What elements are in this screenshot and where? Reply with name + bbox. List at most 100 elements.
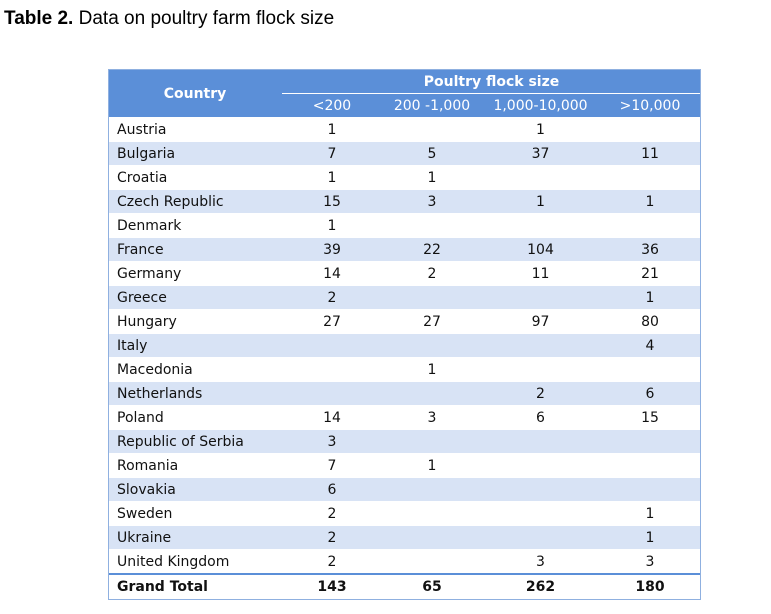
value-cell	[482, 213, 599, 238]
value-cell: 7	[282, 141, 382, 166]
value-cell: 97	[482, 309, 599, 334]
column-header: 200 -1,000	[382, 93, 482, 118]
table-row: Croatia 1 1	[108, 165, 701, 190]
value-cell: 14	[282, 261, 382, 286]
value-cell: 1	[599, 189, 701, 214]
value-cell: 2	[282, 501, 382, 526]
value-cell: 1	[599, 285, 701, 310]
country-cell: Germany	[108, 261, 282, 286]
value-cell	[482, 525, 599, 550]
table-header: Country Poultry flock size <200 200 -1,0…	[108, 69, 701, 118]
value-cell: 1	[382, 357, 482, 382]
value-cell: 1	[599, 501, 701, 526]
value-cell: 7	[282, 453, 382, 478]
value-cell: 3	[482, 549, 599, 574]
grand-total-row: Grand Total 143 65 262 180	[108, 573, 701, 598]
value-cell	[482, 477, 599, 502]
flock-size-table: Country Poultry flock size <200 200 -1,0…	[108, 69, 701, 598]
country-cell: United Kingdom	[108, 549, 282, 574]
flock-size-group-header: Poultry flock size	[282, 69, 701, 94]
value-cell	[482, 501, 599, 526]
value-cell	[382, 117, 482, 142]
value-cell: 36	[599, 237, 701, 262]
table-row: Republic of Serbia 3	[108, 429, 701, 454]
grand-total-label: Grand Total	[108, 573, 282, 598]
country-cell: Romania	[108, 453, 282, 478]
country-cell: France	[108, 237, 282, 262]
table-row: Greece 2 1	[108, 285, 701, 310]
value-cell	[282, 333, 382, 358]
value-cell	[482, 285, 599, 310]
table-row: Netherlands 2 6	[108, 381, 701, 406]
country-cell: Italy	[108, 333, 282, 358]
value-cell	[599, 165, 701, 190]
value-cell	[482, 453, 599, 478]
value-cell	[382, 333, 482, 358]
table-row: Romania 7 1	[108, 453, 701, 478]
value-cell	[482, 429, 599, 454]
value-cell: 6	[482, 405, 599, 430]
country-cell: Hungary	[108, 309, 282, 334]
value-cell	[282, 357, 382, 382]
value-cell	[599, 453, 701, 478]
value-cell: 11	[482, 261, 599, 286]
country-cell: Ukraine	[108, 525, 282, 550]
country-cell: Czech Republic	[108, 189, 282, 214]
country-cell: Bulgaria	[108, 141, 282, 166]
value-cell: 5	[382, 141, 482, 166]
table-row: Austria 1 1	[108, 117, 701, 142]
grand-total-value: 262	[482, 573, 599, 598]
table-caption: Table 2. Data on poultry farm flock size	[4, 8, 334, 30]
value-cell: 1	[599, 525, 701, 550]
value-cell: 2	[282, 285, 382, 310]
table-row: Sweden 2 1	[108, 501, 701, 526]
value-cell: 2	[382, 261, 482, 286]
table-caption-text: Data on poultry farm flock size	[73, 8, 335, 29]
country-cell: Poland	[108, 405, 282, 430]
value-cell: 3	[599, 549, 701, 574]
table-row: Bulgaria 7 5 37 11	[108, 141, 701, 166]
value-cell	[382, 285, 482, 310]
country-cell: Croatia	[108, 165, 282, 190]
value-cell: 1	[282, 213, 382, 238]
value-cell: 1	[382, 165, 482, 190]
value-cell: 27	[282, 309, 382, 334]
value-cell	[599, 477, 701, 502]
table-row: Ukraine 2 1	[108, 525, 701, 550]
table-caption-label: Table 2.	[4, 8, 74, 29]
value-cell	[382, 501, 482, 526]
column-header: 1,000-10,000	[482, 93, 599, 118]
value-cell: 15	[599, 405, 701, 430]
value-cell: 104	[482, 237, 599, 262]
column-header: <200	[282, 93, 382, 118]
value-cell: 1	[282, 165, 382, 190]
value-cell	[382, 381, 482, 406]
value-cell: 37	[482, 141, 599, 166]
value-cell	[382, 477, 482, 502]
value-cell: 22	[382, 237, 482, 262]
table-body: Austria 1 1 Bulgaria 7 5 37 11 Croatia 1 1 Czech Re…	[108, 117, 701, 598]
value-cell: 11	[599, 141, 701, 166]
value-cell	[482, 333, 599, 358]
value-cell	[282, 381, 382, 406]
value-cell: 6	[282, 477, 382, 502]
value-cell: 6	[599, 381, 701, 406]
column-header: >10,000	[599, 93, 701, 118]
value-cell	[599, 117, 701, 142]
value-cell	[382, 525, 482, 550]
value-cell	[382, 429, 482, 454]
value-cell: 1	[482, 117, 599, 142]
table-row: Denmark 1	[108, 213, 701, 238]
value-cell: 80	[599, 309, 701, 334]
table-row: France 39 22 104 36	[108, 237, 701, 262]
table-row: Hungary 27 27 97 80	[108, 309, 701, 334]
value-cell	[382, 213, 482, 238]
value-cell: 1	[382, 453, 482, 478]
country-cell: Austria	[108, 117, 282, 142]
table-row: United Kingdom 2 3 3	[108, 549, 701, 574]
value-cell: 14	[282, 405, 382, 430]
country-cell: Greece	[108, 285, 282, 310]
value-cell	[599, 357, 701, 382]
value-cell	[382, 549, 482, 574]
value-cell	[482, 357, 599, 382]
